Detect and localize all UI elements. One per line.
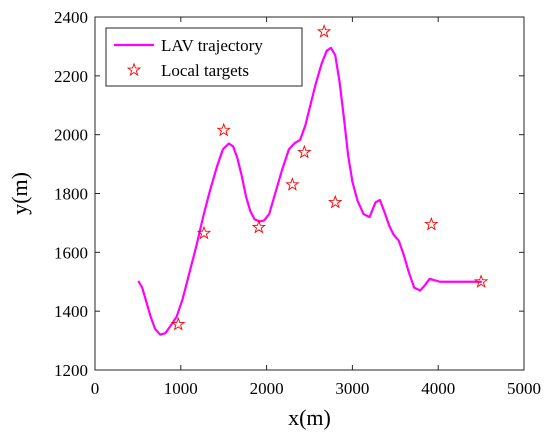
y-axis-label: y(m) (7, 172, 32, 215)
y-tick-label: 1200 (54, 361, 88, 380)
target-marker (424, 216, 439, 231)
target-marker (316, 24, 332, 38)
legend: LAV trajectory Local targets (105, 27, 303, 87)
target-marker (171, 316, 186, 331)
x-axis-label: x(m) (288, 405, 331, 430)
legend-entry-label: Local targets (161, 61, 249, 80)
target-marker (251, 219, 267, 234)
y-tick-label: 2000 (54, 126, 88, 145)
x-tick-label: 4000 (421, 379, 455, 398)
y-tick-label: 1400 (54, 302, 88, 321)
target-marker (216, 122, 231, 137)
x-tick-label: 5000 (507, 379, 541, 398)
target-marker (196, 225, 212, 240)
axes: 0 1000 2000 3000 4000 5000 1200 1400 1600 1800 200… (7, 8, 541, 430)
y-tick-label: 1600 (54, 243, 88, 262)
y-tick-label: 2400 (54, 8, 88, 27)
y-tick-label: 2200 (54, 67, 88, 86)
target-marker (285, 177, 300, 191)
x-tick-label: 2000 (250, 379, 284, 398)
target-marker (297, 144, 312, 159)
x-tick-label: 1000 (164, 379, 198, 398)
y-tick-label: 1800 (54, 185, 88, 204)
legend-box (105, 27, 303, 87)
series-line-trajectory (137, 46, 483, 336)
x-tick-label: 0 (91, 379, 100, 398)
target-marker (473, 274, 489, 288)
x-tick-label: 3000 (335, 379, 369, 398)
target-marker (328, 194, 343, 209)
legend-swatch-star (126, 62, 142, 77)
legend-entry-label: LAV trajectory (161, 36, 263, 55)
